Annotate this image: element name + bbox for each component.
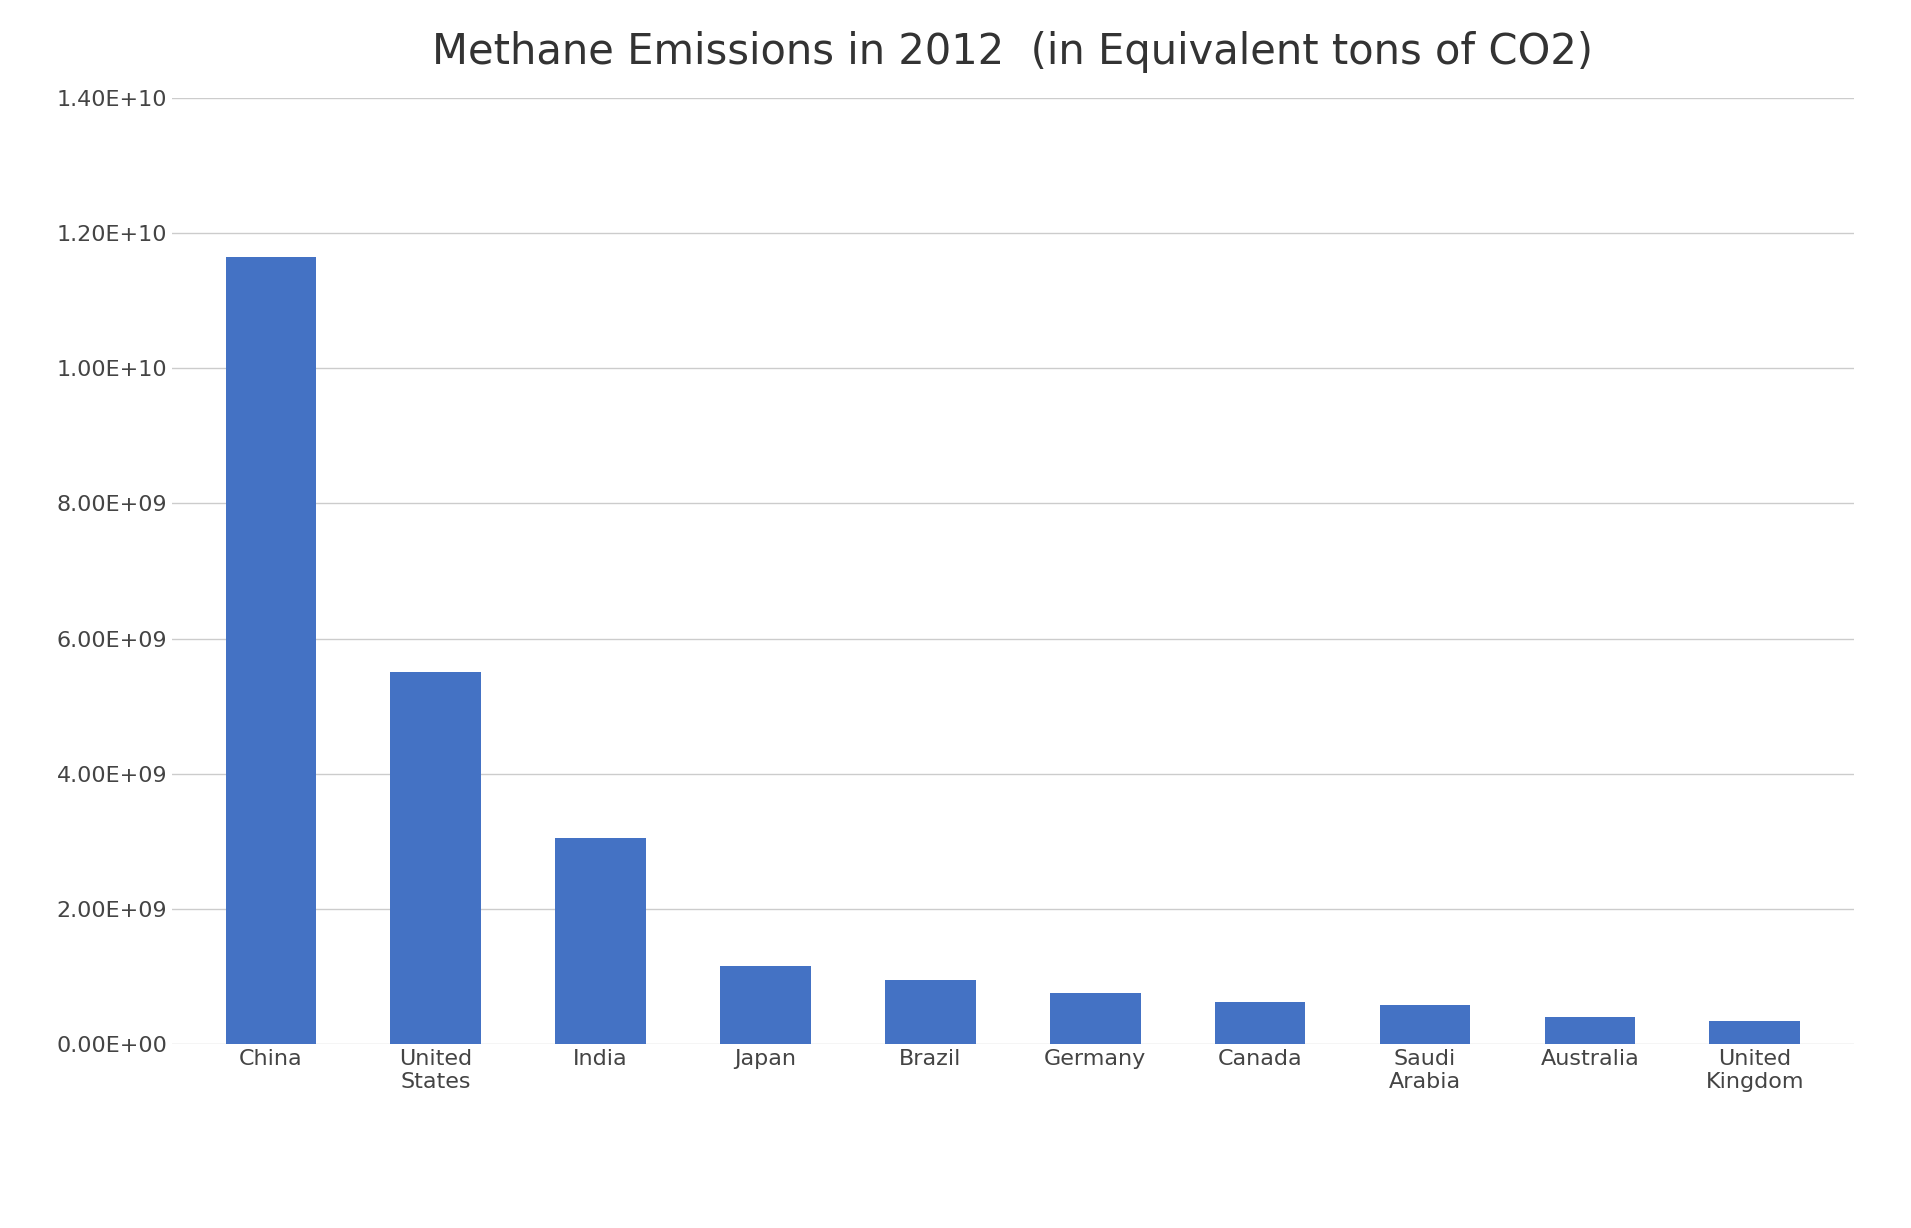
Bar — [1215, 1002, 1305, 1044]
Bar — [556, 837, 646, 1044]
Bar — [1544, 1017, 1636, 1044]
Bar — [720, 966, 810, 1044]
Bar — [390, 673, 482, 1044]
Bar — [1710, 1020, 1800, 1044]
Bar — [1049, 993, 1141, 1044]
Bar — [885, 980, 977, 1044]
Bar — [225, 257, 315, 1044]
Bar — [1380, 1005, 1470, 1044]
Title: Methane Emissions in 2012  (in Equivalent tons of CO2): Methane Emissions in 2012 (in Equivalent… — [432, 31, 1594, 72]
